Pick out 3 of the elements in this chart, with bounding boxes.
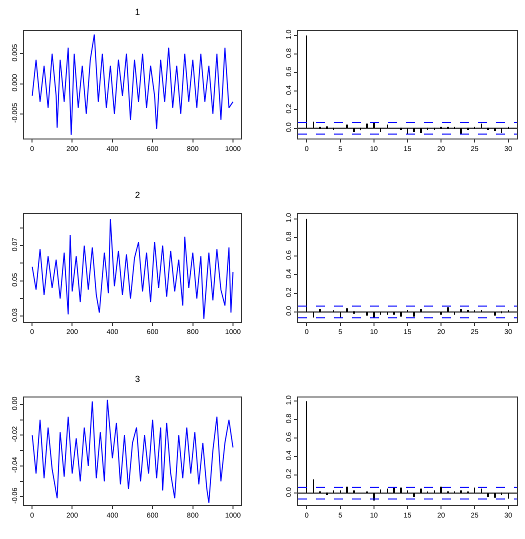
chart-title: 2 [135, 190, 140, 200]
chart-title: 3 [135, 374, 140, 384]
chart-title: 1 [135, 7, 140, 17]
